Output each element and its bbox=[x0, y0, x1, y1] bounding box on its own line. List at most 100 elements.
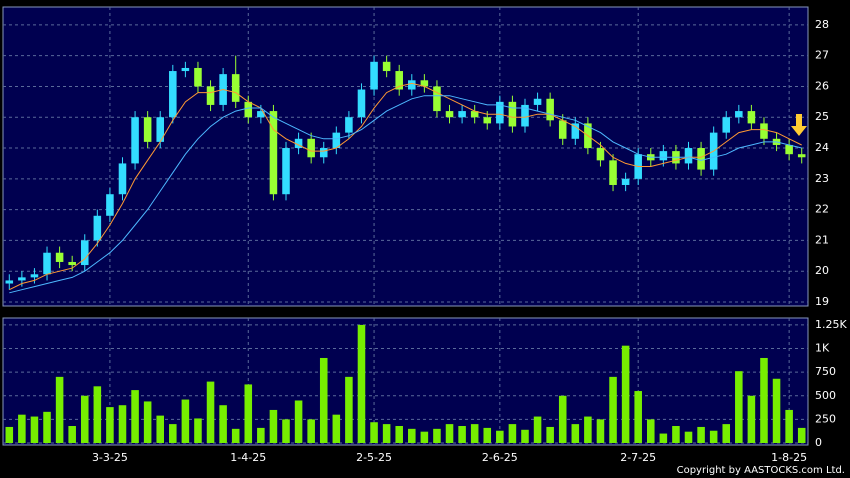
candle-body bbox=[118, 163, 127, 195]
candle-body bbox=[470, 111, 479, 118]
candle-body bbox=[760, 123, 768, 139]
volume-bar bbox=[546, 426, 554, 444]
volume-bar bbox=[194, 418, 202, 444]
candle-body bbox=[43, 252, 51, 275]
volume-bar bbox=[219, 405, 227, 444]
volume-bar bbox=[496, 430, 504, 444]
volume-tick-label: 0 bbox=[815, 436, 822, 449]
volume-bar bbox=[584, 416, 592, 444]
volume-bar bbox=[609, 376, 617, 444]
volume-bar bbox=[596, 419, 605, 444]
volume-bar bbox=[420, 431, 429, 444]
x-tick-label: 2-7-25 bbox=[620, 451, 656, 464]
volume-bar bbox=[244, 384, 253, 444]
volume-bar bbox=[319, 357, 328, 444]
volume-bar bbox=[30, 416, 39, 444]
volume-bar bbox=[458, 426, 466, 444]
candle-body bbox=[546, 98, 554, 121]
candle-body bbox=[357, 89, 366, 118]
x-tick-label: 1-8-25 bbox=[771, 451, 807, 464]
arrow-icon bbox=[791, 114, 807, 136]
volume-bar bbox=[647, 419, 655, 444]
volume-bar bbox=[307, 419, 315, 444]
candle-body bbox=[433, 86, 441, 112]
volume-bar bbox=[395, 426, 403, 444]
volume-bar bbox=[345, 376, 353, 444]
candle-body bbox=[722, 117, 731, 133]
volume-bar bbox=[181, 399, 190, 444]
candle-body bbox=[294, 138, 303, 149]
volume-tick-label: 1.25K bbox=[815, 318, 847, 331]
candle-body bbox=[231, 74, 240, 102]
candle-body bbox=[68, 261, 76, 266]
candle-body bbox=[30, 274, 39, 278]
candle-body bbox=[609, 160, 617, 185]
volume-bar bbox=[697, 426, 705, 444]
candle-body bbox=[382, 61, 391, 72]
candle-body bbox=[307, 138, 315, 158]
volume-bar bbox=[672, 426, 680, 444]
candle-body bbox=[521, 104, 529, 127]
candle-body bbox=[797, 154, 806, 158]
candle-body bbox=[131, 117, 139, 164]
y-tick-label: 25 bbox=[815, 110, 829, 123]
copyright: Copyright by AASTOCKS.com Ltd. bbox=[677, 465, 845, 476]
candle-body bbox=[735, 111, 743, 118]
candle-body bbox=[747, 111, 756, 124]
volume-bar bbox=[143, 401, 152, 444]
candle-body bbox=[5, 280, 14, 284]
y-tick-label: 23 bbox=[815, 172, 829, 185]
volume-bar bbox=[470, 424, 479, 444]
volume-bar bbox=[709, 430, 718, 444]
y-tick-label: 22 bbox=[815, 203, 829, 216]
volume-bar bbox=[231, 428, 240, 444]
volume-bar bbox=[156, 415, 164, 444]
volume-bar bbox=[80, 395, 89, 444]
volume-bar bbox=[43, 411, 51, 444]
candle-body bbox=[370, 61, 378, 90]
candle-body bbox=[332, 132, 341, 149]
volume-bar bbox=[445, 424, 454, 444]
candle-body bbox=[194, 67, 202, 87]
volume-bar bbox=[533, 416, 542, 444]
candle-body bbox=[659, 151, 668, 161]
volume-bar bbox=[659, 433, 668, 444]
candle-body bbox=[496, 101, 504, 124]
candle-body bbox=[257, 111, 265, 118]
candle-body bbox=[169, 71, 177, 118]
volume-bar bbox=[294, 400, 303, 444]
y-tick-label: 24 bbox=[815, 141, 829, 154]
volume-bar bbox=[206, 381, 215, 444]
volume-bar bbox=[257, 427, 265, 444]
volume-bar bbox=[408, 428, 416, 444]
candle-body bbox=[571, 123, 580, 139]
x-tick-label: 2-6-25 bbox=[482, 451, 518, 464]
volume-bar bbox=[433, 428, 441, 444]
volume-bar bbox=[370, 422, 378, 444]
volume-bar bbox=[5, 426, 14, 444]
candle-body bbox=[395, 71, 403, 90]
moving-average-line bbox=[9, 95, 802, 294]
volume-bar bbox=[169, 424, 177, 444]
volume-bar bbox=[68, 426, 76, 444]
y-tick-label: 20 bbox=[815, 264, 829, 277]
candle-body bbox=[319, 148, 328, 158]
candle-body bbox=[244, 101, 253, 118]
candle-body bbox=[282, 148, 290, 195]
candle-body bbox=[18, 277, 26, 281]
candle-body bbox=[106, 194, 114, 216]
candle-body bbox=[420, 80, 429, 87]
y-tick-label: 26 bbox=[815, 79, 829, 92]
candle-body bbox=[408, 80, 416, 90]
volume-bar bbox=[93, 386, 102, 444]
volume-bar bbox=[621, 345, 630, 444]
volume-bar bbox=[558, 395, 567, 444]
candle-body bbox=[181, 67, 190, 72]
volume-bar bbox=[332, 414, 341, 444]
volume-tick-label: 1K bbox=[815, 342, 830, 355]
candle-body bbox=[93, 215, 102, 241]
volume-bar bbox=[18, 414, 26, 444]
candle-body bbox=[785, 144, 793, 155]
x-tick-label: 3-3-25 bbox=[92, 451, 128, 464]
